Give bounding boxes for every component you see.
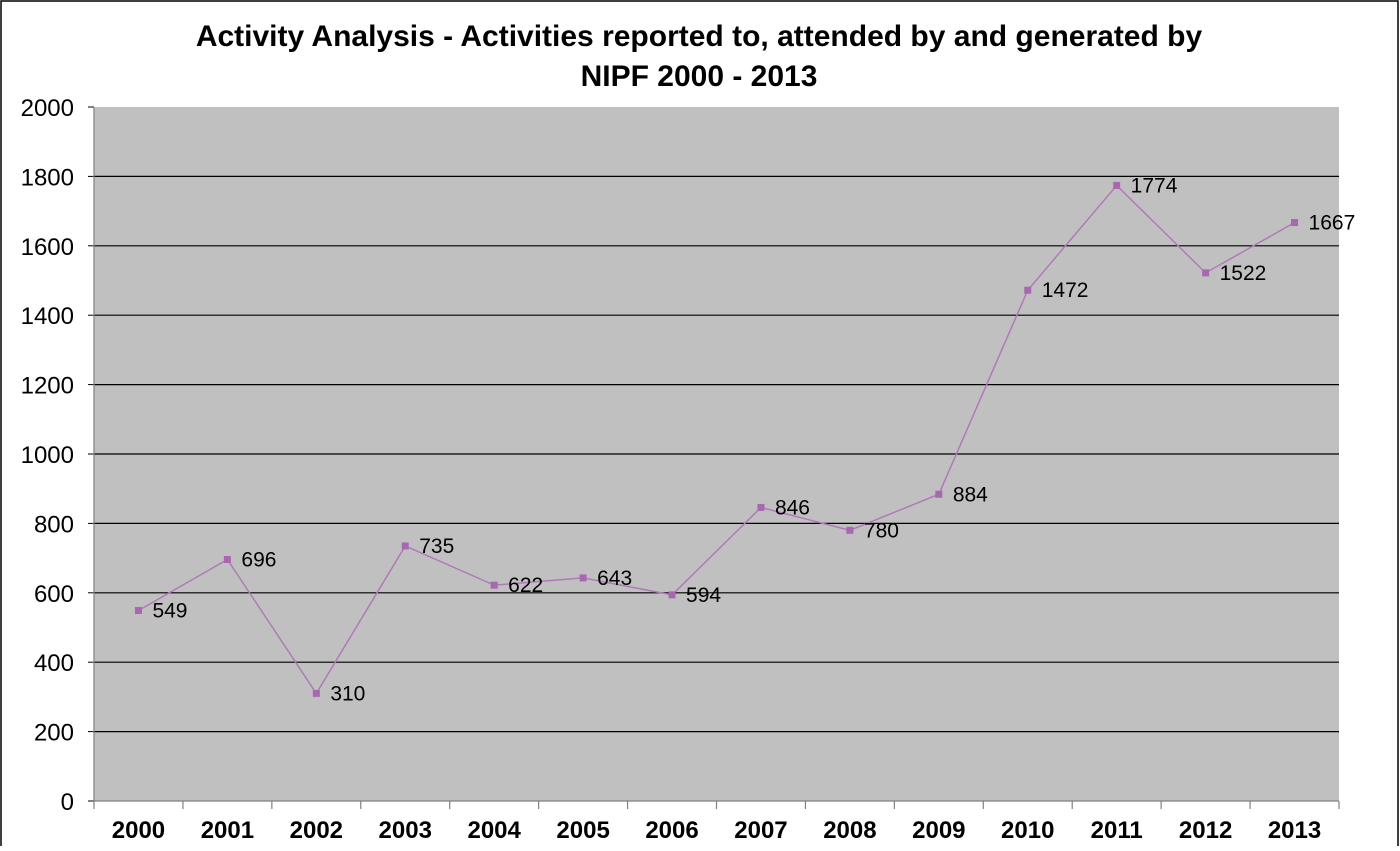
y-tick-label: 2000 bbox=[21, 95, 74, 122]
y-tick-label: 1200 bbox=[21, 373, 74, 400]
y-tick-label: 400 bbox=[34, 650, 74, 677]
y-tick-label: 600 bbox=[34, 581, 74, 608]
y-tick-label: 200 bbox=[34, 720, 74, 747]
series-line bbox=[138, 184, 1295, 695]
y-tick-label: 800 bbox=[34, 511, 74, 538]
data-label: 594 bbox=[686, 584, 721, 607]
data-label: 1472 bbox=[1042, 279, 1089, 302]
data-point bbox=[935, 490, 943, 498]
data-label: 735 bbox=[419, 535, 454, 558]
y-tick-label: 1600 bbox=[21, 234, 74, 261]
x-tick-label: 2002 bbox=[290, 817, 343, 844]
x-tick-label: 2012 bbox=[1179, 817, 1232, 844]
x-tick-label: 2010 bbox=[1001, 817, 1054, 844]
data-label: 622 bbox=[508, 574, 543, 597]
x-tick-label: 2000 bbox=[112, 817, 165, 844]
axes: 0 200 400 600 800 1000 1200 1400 1600 1800 2000 200… bbox=[21, 95, 1340, 844]
x-tick-label: 2009 bbox=[912, 817, 965, 844]
data-label: 1774 bbox=[1131, 174, 1178, 197]
data-point bbox=[223, 555, 231, 563]
y-tick-label: 1000 bbox=[21, 442, 74, 469]
data-label: 884 bbox=[953, 483, 988, 506]
x-tick-label: 2013 bbox=[1268, 817, 1321, 844]
data-point bbox=[1202, 269, 1210, 277]
data-label: 780 bbox=[864, 519, 899, 542]
data-point bbox=[1024, 286, 1032, 294]
data-label: 1667 bbox=[1309, 212, 1356, 235]
data-point bbox=[579, 574, 587, 582]
data-label: 643 bbox=[597, 567, 632, 590]
data-point bbox=[668, 591, 676, 599]
y-tick-label: 1400 bbox=[21, 303, 74, 330]
data-point bbox=[312, 689, 320, 697]
chart-title: Activity Analysis - Activities reported … bbox=[196, 20, 1203, 53]
x-tick-label: 2008 bbox=[823, 817, 876, 844]
data-label: 310 bbox=[330, 682, 365, 705]
chart-subtitle: NIPF 2000 - 2013 bbox=[581, 60, 818, 93]
y-tick-label: 0 bbox=[61, 789, 74, 816]
data-label: 846 bbox=[775, 496, 810, 519]
data-label: 1522 bbox=[1220, 262, 1267, 285]
x-tick-label: 2006 bbox=[645, 817, 698, 844]
data-point bbox=[757, 503, 765, 511]
data-label: 696 bbox=[241, 548, 276, 571]
x-tick-label: 2011 bbox=[1091, 817, 1143, 844]
x-tick-label: 2003 bbox=[379, 817, 432, 844]
data-point bbox=[1291, 219, 1299, 227]
data-point bbox=[846, 526, 854, 534]
data-label: 549 bbox=[152, 599, 187, 622]
data-labels: 549 696 310 735 622 643 594 846 780 884 1472 1774 15… bbox=[152, 174, 1355, 705]
data-point bbox=[134, 606, 142, 614]
data-point bbox=[1113, 181, 1121, 189]
data-point bbox=[401, 542, 409, 550]
x-tick-label: 2005 bbox=[556, 817, 609, 844]
x-tick-label: 2001 bbox=[201, 817, 254, 844]
data-series bbox=[134, 181, 1299, 697]
y-tick-label: 1800 bbox=[21, 164, 74, 191]
gridlines bbox=[94, 175, 1339, 733]
x-tick-label: 2004 bbox=[467, 817, 521, 844]
data-point bbox=[490, 581, 498, 589]
x-tick-label: 2007 bbox=[734, 817, 787, 844]
